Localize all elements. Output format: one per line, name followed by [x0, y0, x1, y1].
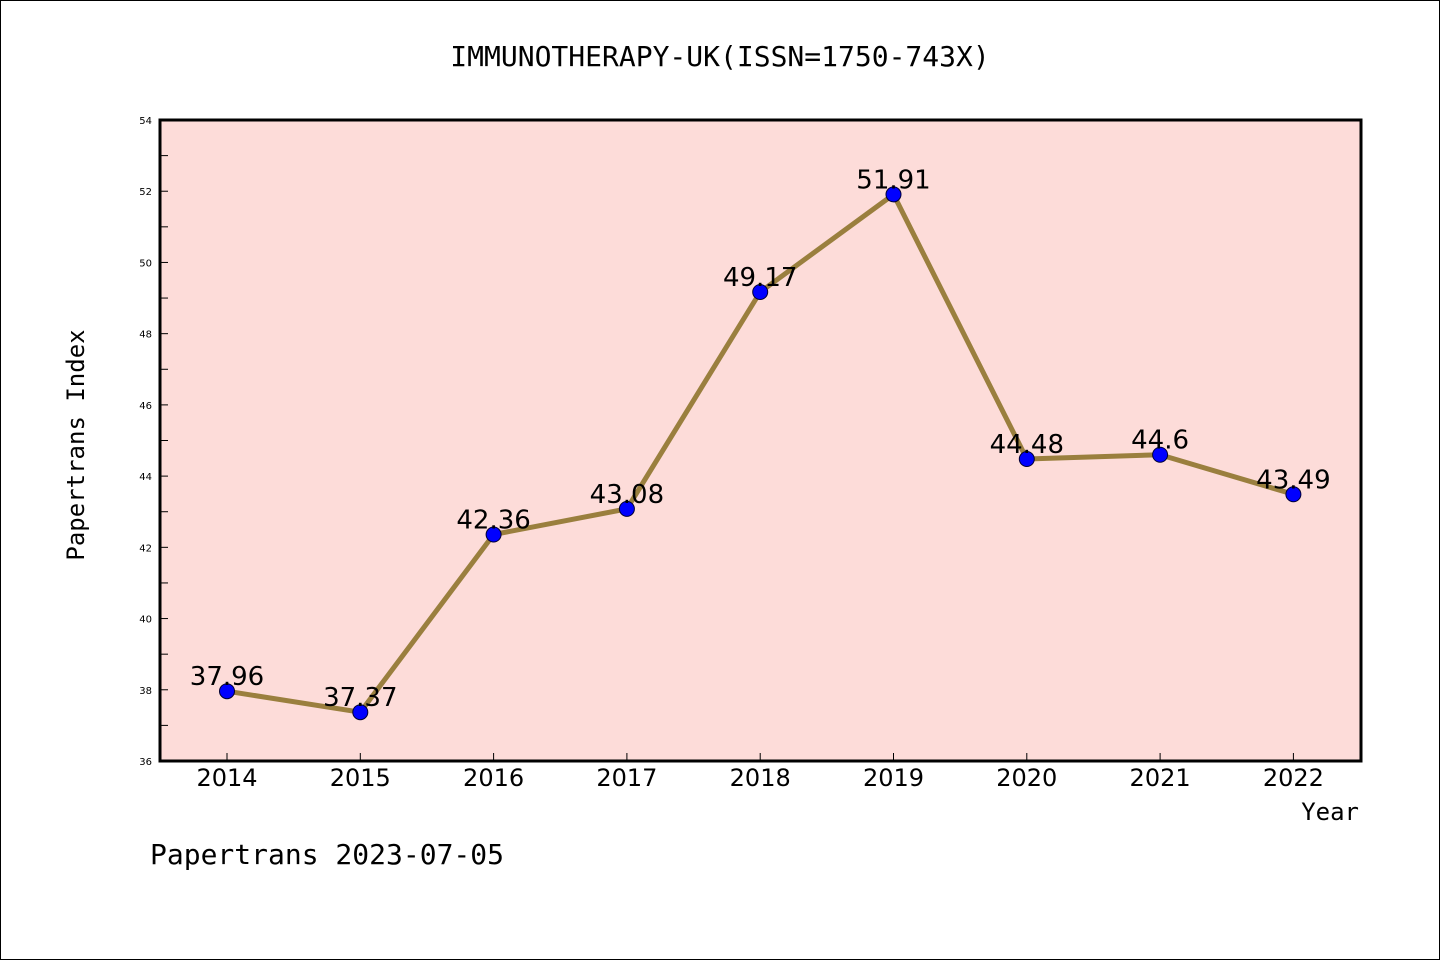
x-tick-label: 2014 [196, 764, 257, 792]
y-axis: 36 38 40 42 44 46 48 50 52 54 [139, 116, 168, 768]
data-point [1152, 446, 1169, 463]
x-tick-label: 2021 [1130, 764, 1191, 792]
y-tick-label: 36 [139, 757, 152, 768]
y-tick-label: 44 [139, 472, 152, 483]
data-point [485, 526, 502, 543]
x-tick-label: 2022 [1263, 764, 1324, 792]
data-label: 37.37 [323, 683, 397, 713]
data-point [618, 500, 635, 517]
x-tick-label: 2017 [596, 764, 657, 792]
y-tick-label: 46 [139, 401, 152, 412]
data-label: 51.91 [856, 165, 930, 195]
x-tick-label: 2015 [330, 764, 391, 792]
y-tick-label: 38 [139, 686, 152, 697]
data-point [752, 284, 769, 301]
x-tick-label: 2019 [863, 764, 924, 792]
footer-stamp: Papertrans 2023-07-05 [150, 838, 504, 871]
chart-title: IMMUNOTHERAPY-UK(ISSN=1750-743X) [450, 40, 989, 73]
data-label: 49.17 [723, 263, 797, 293]
x-tick-label: 2020 [996, 764, 1057, 792]
x-axis: 2014 2015 2016 2017 2018 2019 2020 2021 2022 [196, 753, 1324, 792]
data-label: 42.36 [456, 506, 530, 536]
data-label: 43.08 [590, 480, 664, 510]
data-point [1018, 451, 1035, 468]
series-group [219, 186, 1302, 721]
y-axis-title: Papertrans Index [62, 329, 90, 560]
data-label: 44.48 [990, 430, 1064, 460]
y-tick-label: 40 [139, 615, 152, 626]
data-point [885, 186, 902, 203]
data-point [1285, 486, 1302, 503]
y-tick-label: 54 [139, 116, 152, 127]
y-tick-label: 50 [139, 258, 152, 269]
x-axis-title: Year [1301, 798, 1359, 826]
data-point [219, 683, 235, 700]
data-label: 37.96 [190, 662, 264, 692]
data-labels-group: 37.96 37.37 42.36 43.08 49.17 51.91 44.48 44.6 4… [190, 165, 1331, 713]
y-tick-label: 48 [139, 330, 152, 341]
y-tick-label: 42 [139, 543, 152, 554]
plot-area [158, 118, 1363, 763]
x-tick-label: 2016 [463, 764, 524, 792]
data-label: 43.49 [1256, 465, 1330, 495]
x-tick-label: 2018 [730, 764, 791, 792]
data-label: 44.6 [1131, 426, 1189, 456]
data-point [352, 704, 369, 721]
y-tick-label: 52 [139, 187, 152, 198]
